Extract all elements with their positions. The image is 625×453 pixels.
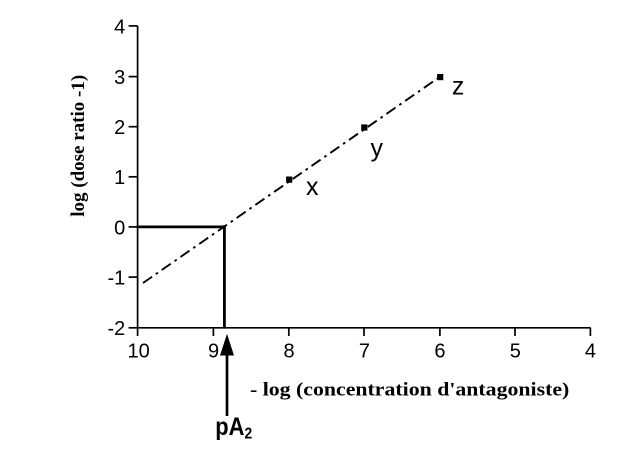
svg-text:8: 8: [283, 341, 294, 363]
svg-text:6: 6: [434, 341, 445, 363]
svg-text:4: 4: [114, 16, 125, 38]
svg-text:0: 0: [114, 217, 125, 239]
svg-text:y: y: [371, 135, 384, 163]
svg-text:1: 1: [114, 167, 125, 189]
svg-text:log (dose ratio -1): log (dose ratio -1): [68, 75, 89, 217]
svg-text:10: 10: [127, 341, 149, 363]
svg-text:5: 5: [510, 341, 521, 363]
svg-text:9: 9: [208, 341, 219, 363]
svg-text:3: 3: [114, 67, 125, 89]
svg-text:x: x: [306, 173, 319, 201]
svg-text:2: 2: [114, 117, 125, 139]
svg-text:z: z: [452, 73, 465, 101]
svg-text:-2: -2: [108, 318, 126, 340]
svg-text:- log (concentration d'antagon: - log (concentration d'antagoniste): [250, 380, 569, 401]
svg-text:-1: -1: [108, 268, 126, 290]
svg-text:4: 4: [585, 341, 596, 363]
svg-text:7: 7: [359, 341, 370, 363]
